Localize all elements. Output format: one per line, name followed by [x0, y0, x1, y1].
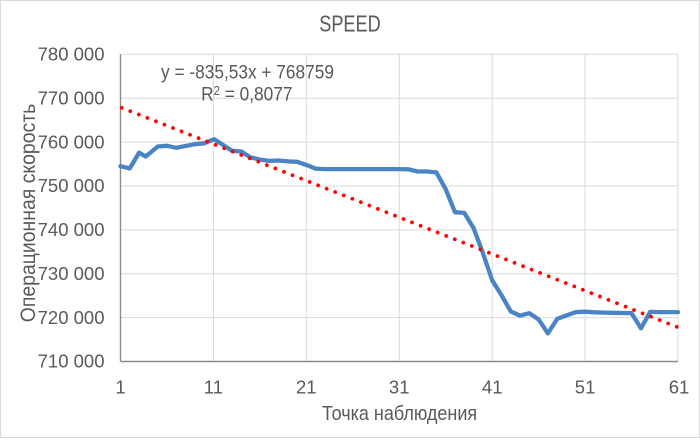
- svg-text:Операционная скорость: Операционная скорость: [17, 104, 40, 322]
- svg-text:730 000: 730 000: [38, 263, 105, 284]
- svg-text:720 000: 720 000: [38, 307, 105, 328]
- svg-text:1: 1: [115, 376, 125, 397]
- svg-text:51: 51: [575, 376, 596, 397]
- svg-text:760 000: 760 000: [38, 131, 105, 152]
- svg-text:780 000: 780 000: [38, 44, 105, 65]
- svg-text:y = -835,53x + 768759: y = -835,53x + 768759: [161, 62, 334, 83]
- svg-text:SPEED: SPEED: [319, 12, 381, 38]
- svg-text:Точка наблюдения: Точка наблюдения: [322, 403, 477, 425]
- svg-text:740 000: 740 000: [38, 219, 105, 240]
- svg-text:710 000: 710 000: [38, 351, 105, 372]
- svg-text:770 000: 770 000: [38, 87, 105, 108]
- svg-text:R2 = 0,8077: R2 = 0,8077: [201, 83, 292, 104]
- svg-text:21: 21: [296, 376, 317, 397]
- svg-text:61: 61: [669, 376, 690, 397]
- svg-text:41: 41: [482, 376, 503, 397]
- svg-text:31: 31: [389, 376, 410, 397]
- svg-text:750 000: 750 000: [38, 175, 105, 196]
- svg-text:11: 11: [204, 376, 223, 397]
